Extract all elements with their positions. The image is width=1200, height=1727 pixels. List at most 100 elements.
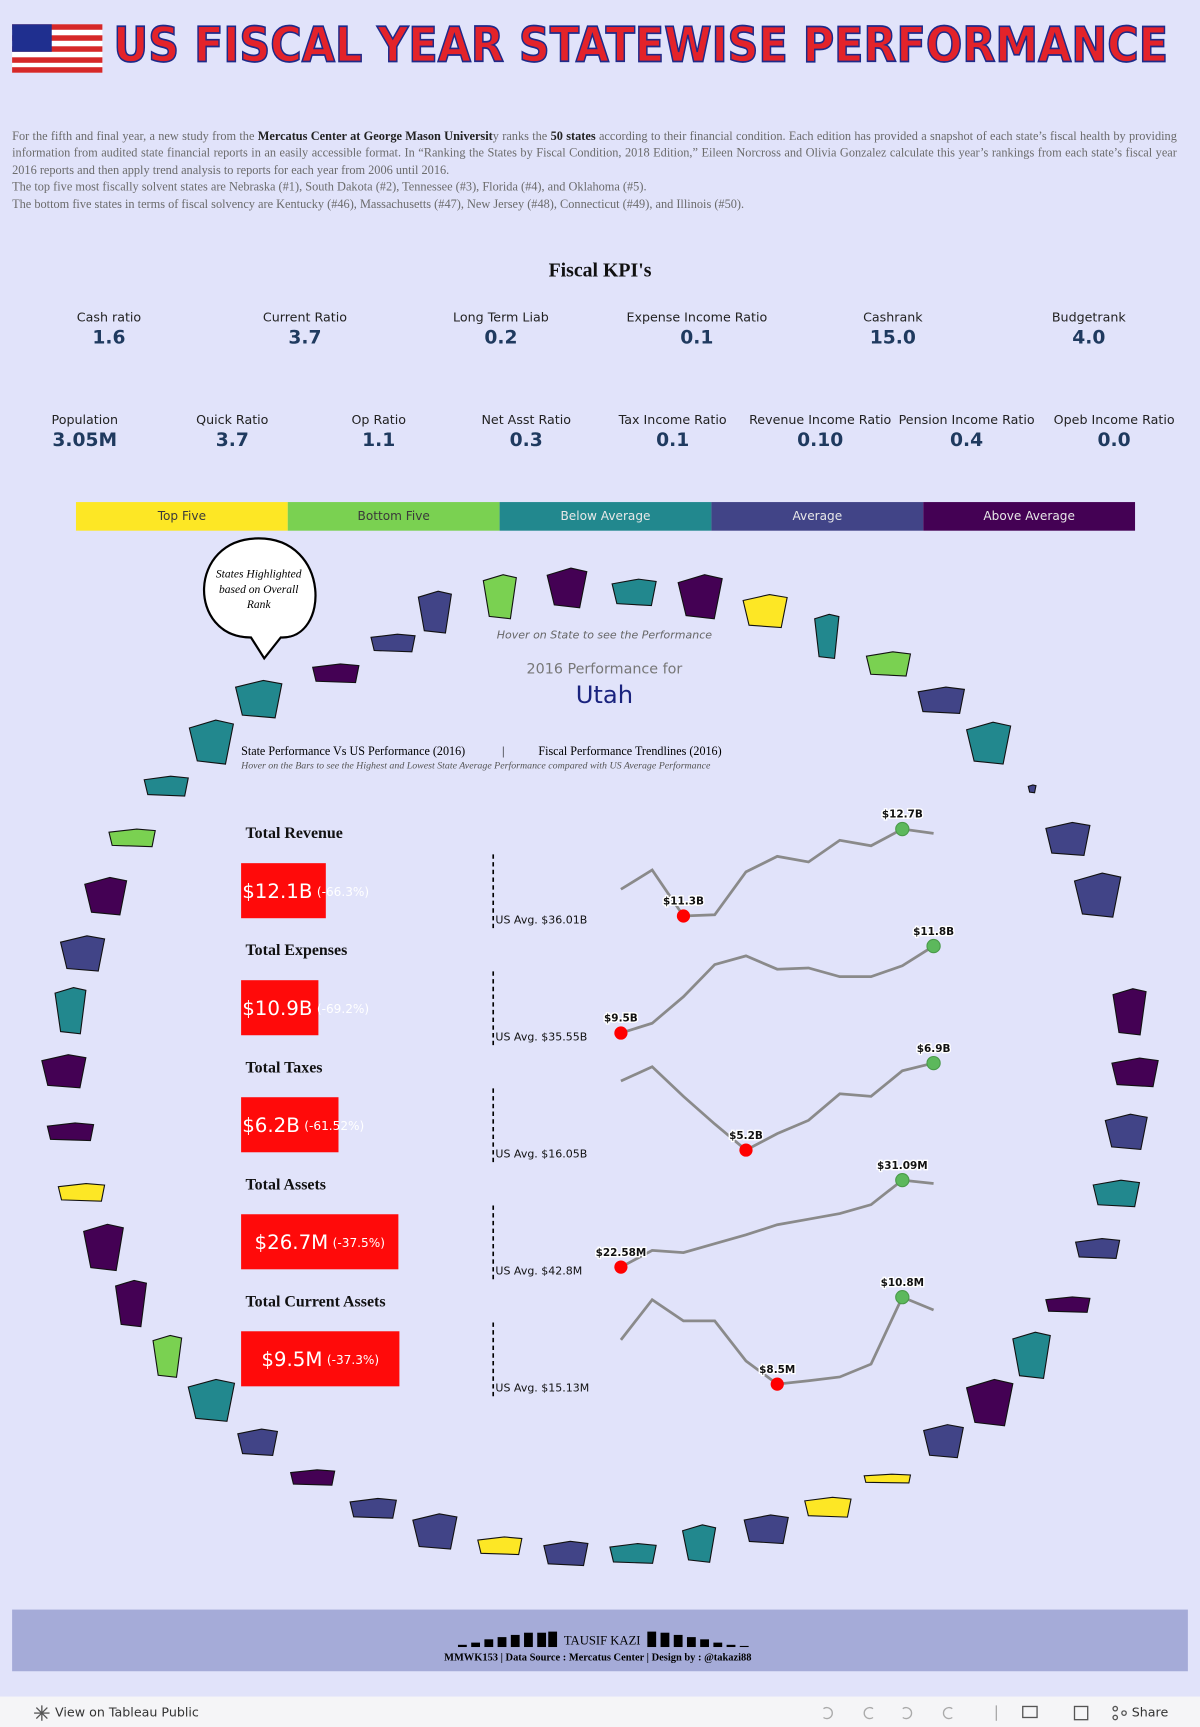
kpi-label: Quick Ratio: [196, 412, 269, 427]
state-shape[interactable]: [41, 1054, 87, 1089]
legend-swatch: [711, 502, 924, 531]
state-shape[interactable]: [477, 1536, 523, 1556]
state-shape[interactable]: [743, 1514, 789, 1545]
state-shape[interactable]: [865, 651, 912, 677]
state-shape[interactable]: [543, 1540, 589, 1567]
state-shape[interactable]: [370, 633, 416, 653]
kpi-label: Opeb Income Ratio: [1054, 412, 1175, 427]
state-shape[interactable]: [1112, 988, 1147, 1036]
intro-text: y ranks the: [492, 129, 551, 144]
state-shape[interactable]: [1045, 821, 1091, 857]
state-shape[interactable]: [1074, 1238, 1121, 1259]
metric-bar[interactable]: [241, 1331, 400, 1387]
intro-bold: Mercatus Center at George Mason Universi…: [257, 129, 493, 144]
state-shape[interactable]: [188, 719, 235, 765]
footer-decoration: [457, 1631, 749, 1648]
state-shape[interactable]: [349, 1497, 397, 1519]
state-shape[interactable]: [83, 1223, 124, 1272]
trend-point[interactable]: [926, 1055, 941, 1071]
kpi-label: Population: [52, 412, 119, 427]
metric-bar[interactable]: [241, 1214, 399, 1270]
metrics: Total Revenue $12.1B (-66.3%) US Avg. $36.0…: [241, 807, 955, 1398]
kpi-label: Long Term Liab: [453, 310, 549, 325]
metric-bar-label: $6.2B (-61.52%): [242, 1113, 364, 1136]
trend-point-label: $22.58M: [596, 1247, 647, 1259]
trend-point[interactable]: [770, 1377, 784, 1391]
kpi-value: 0.1: [656, 430, 689, 451]
us-average-label: US Avg. $16.05B: [495, 1147, 587, 1160]
state-shape[interactable]: [863, 1473, 912, 1484]
trend-point[interactable]: [895, 1289, 910, 1305]
state-shape[interactable]: [923, 1424, 964, 1459]
state-shape[interactable]: [237, 1428, 279, 1457]
state-shape[interactable]: [187, 1378, 236, 1422]
metric-bar[interactable]: [241, 1097, 339, 1153]
state-shape[interactable]: [965, 721, 1012, 765]
tableau-link[interactable]: View on Tableau Public: [55, 1705, 199, 1720]
state-shape[interactable]: [1092, 1179, 1141, 1208]
legend-label: Top Five: [157, 509, 206, 523]
trend-point[interactable]: [614, 1260, 628, 1274]
state-shape[interactable]: [681, 1524, 717, 1563]
state-shape[interactable]: [742, 593, 788, 629]
state-shape[interactable]: [546, 567, 588, 609]
share-button[interactable]: Share: [1132, 1705, 1169, 1720]
state-shape[interactable]: [1111, 1057, 1159, 1088]
kpi-value: 0.1: [680, 328, 713, 349]
trendline: [620, 944, 935, 1035]
state-shape[interactable]: [152, 1334, 183, 1378]
state-shape[interactable]: [814, 613, 840, 660]
state-shape[interactable]: [114, 1279, 148, 1328]
state-shape[interactable]: [1073, 872, 1122, 918]
intro-paragraph: The top five most fiscally solvent state…: [12, 180, 1177, 197]
state-shape[interactable]: [412, 1513, 458, 1550]
kpi-label: Current Ratio: [263, 310, 347, 325]
state-shape[interactable]: [1027, 784, 1037, 794]
state-shape[interactable]: [677, 574, 723, 620]
state-shape[interactable]: [54, 987, 87, 1035]
legend-swatch: [287, 502, 500, 531]
trend-point[interactable]: [926, 938, 941, 954]
metric-value: $10.9B: [242, 996, 312, 1019]
metric-bar-label: $10.9B (-69.2%): [242, 996, 369, 1019]
state-shape[interactable]: [1104, 1113, 1148, 1150]
state-shape[interactable]: [609, 1542, 657, 1564]
state-shape[interactable]: [108, 828, 156, 848]
state-shape[interactable]: [289, 1469, 336, 1486]
trend-point[interactable]: [895, 1172, 910, 1188]
kpi-value: 4.0: [1072, 328, 1105, 349]
state-shape[interactable]: [57, 1182, 106, 1202]
state-shape[interactable]: [311, 663, 360, 684]
state-shape[interactable]: [143, 775, 189, 797]
trend-point[interactable]: [739, 1143, 753, 1157]
metric-bar-label: $12.1B (-66.3%): [242, 879, 369, 902]
state-shape[interactable]: [804, 1496, 852, 1518]
trend-point[interactable]: [676, 909, 691, 923]
trend-point[interactable]: [895, 821, 910, 837]
state-shape[interactable]: [611, 578, 657, 607]
state-shape[interactable]: [234, 679, 283, 719]
state-shape[interactable]: [84, 876, 128, 916]
kpi-label: Pension Income Ratio: [899, 412, 1035, 427]
state-shape[interactable]: [1012, 1331, 1051, 1380]
kpi-label: Expense Income Ratio: [626, 310, 767, 325]
us-average-label: US Avg. $15.13M: [495, 1382, 589, 1395]
callout-text: States Highlighted: [216, 568, 302, 580]
state-shape[interactable]: [482, 574, 517, 620]
state-shape[interactable]: [46, 1122, 95, 1142]
kpi-label: Op Ratio: [351, 412, 406, 427]
trend-point-label: $8.5M: [759, 1364, 795, 1376]
kpi-value: 1.6: [92, 328, 125, 349]
kpi-label: Cashrank: [863, 310, 923, 325]
state-shape[interactable]: [1045, 1296, 1091, 1313]
trend-point[interactable]: [614, 1026, 628, 1040]
state-shape[interactable]: [917, 686, 966, 715]
state-shape[interactable]: [417, 590, 452, 634]
state-shape[interactable]: [59, 935, 106, 972]
state-shape[interactable]: [965, 1378, 1014, 1427]
metric-bar[interactable]: [241, 980, 319, 1036]
metric-bar[interactable]: [241, 863, 326, 919]
